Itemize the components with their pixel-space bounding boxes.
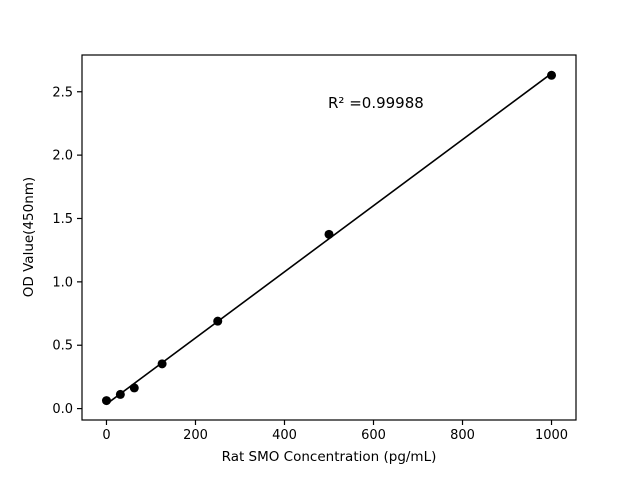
y-tick-label: 1.5 (52, 212, 73, 227)
y-axis-label: OD Value(450nm) (21, 177, 37, 297)
y-tick-label: 0.0 (52, 402, 73, 417)
y-tick-label: 0.5 (52, 339, 73, 354)
data-point (547, 70, 557, 80)
x-axis-label: Rat SMO Concentration (pg/mL) (222, 449, 437, 465)
data-point (157, 359, 167, 369)
data-point (213, 316, 223, 326)
data-point (101, 396, 111, 406)
x-tick-label: 1000 (535, 428, 568, 443)
plot-area: 0 200 400 600 800 1000 0.0 0.5 1.0 1.5 2.0 2.5 (52, 54, 577, 443)
data-point (129, 383, 139, 393)
data-point (115, 389, 125, 399)
x-tick-label: 400 (272, 428, 297, 443)
x-tick-label: 800 (450, 428, 475, 443)
plot-frame (81, 54, 577, 421)
data-point (324, 229, 334, 239)
x-tick-label: 600 (361, 428, 386, 443)
y-tick-label: 2.0 (52, 149, 73, 164)
y-tick-label: 1.0 (52, 275, 73, 290)
x-tick-label: 200 (183, 428, 208, 443)
r-squared-annotation: R² =0.99988 (328, 94, 424, 112)
y-tick-label: 2.5 (52, 85, 73, 100)
x-tick-label: 0 (102, 428, 110, 443)
